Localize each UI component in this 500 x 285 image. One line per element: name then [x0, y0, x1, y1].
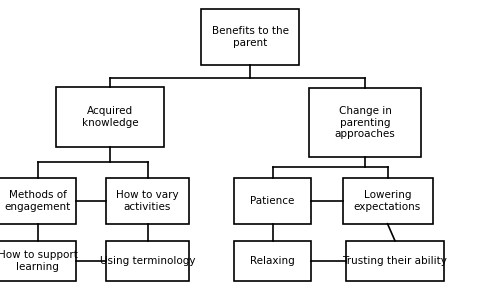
FancyBboxPatch shape: [234, 178, 311, 224]
FancyBboxPatch shape: [308, 88, 421, 157]
Text: Using terminology: Using terminology: [100, 256, 195, 266]
FancyBboxPatch shape: [234, 241, 311, 281]
Text: Change in
parenting
approaches: Change in parenting approaches: [334, 106, 396, 139]
FancyBboxPatch shape: [342, 178, 432, 224]
FancyBboxPatch shape: [0, 178, 76, 224]
Text: Relaxing: Relaxing: [250, 256, 295, 266]
Text: Patience: Patience: [250, 196, 294, 206]
Text: Lowering
expectations: Lowering expectations: [354, 190, 421, 212]
FancyBboxPatch shape: [56, 87, 164, 147]
Text: Methods of
engagement: Methods of engagement: [4, 190, 70, 212]
Text: How to support
learning: How to support learning: [0, 250, 78, 272]
FancyBboxPatch shape: [0, 241, 76, 281]
FancyBboxPatch shape: [201, 9, 298, 65]
Text: Benefits to the
parent: Benefits to the parent: [212, 26, 288, 48]
FancyBboxPatch shape: [106, 178, 188, 224]
FancyBboxPatch shape: [346, 241, 444, 281]
FancyBboxPatch shape: [106, 241, 188, 281]
Text: Acquired
knowledge: Acquired knowledge: [82, 106, 138, 128]
Text: How to vary
activities: How to vary activities: [116, 190, 179, 212]
Text: Trusting their ability: Trusting their ability: [342, 256, 448, 266]
